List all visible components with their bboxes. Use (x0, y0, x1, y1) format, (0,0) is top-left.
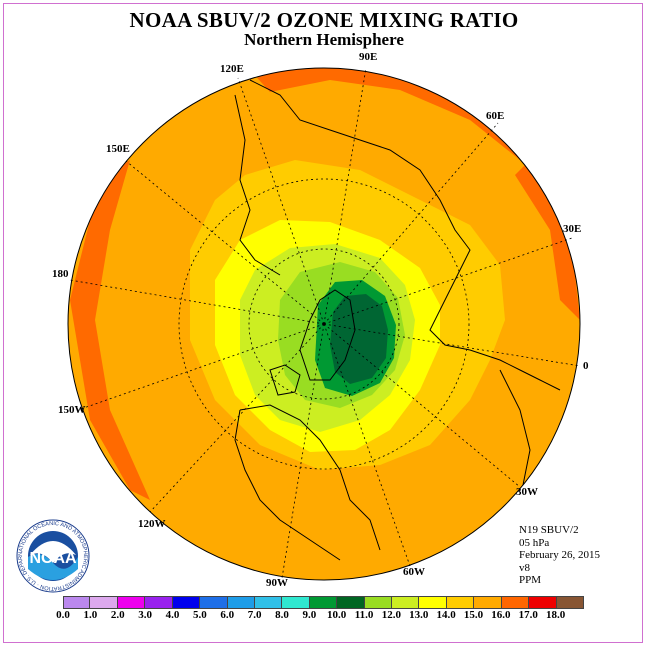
lon-label-180: 180 (52, 268, 69, 280)
lon-label-150w: 150W (58, 404, 86, 416)
legend-swatch (63, 596, 90, 608)
meridian-150w (77, 323, 325, 411)
legend-swatch (555, 596, 584, 608)
legend-tick-label: 6.0 (220, 609, 235, 621)
graticule (69, 67, 581, 579)
coastline-north-america-west (234, 409, 341, 561)
lon-label-90w: 90W (266, 577, 288, 589)
legend-swatch (528, 596, 556, 608)
coastline-greenland (299, 289, 356, 381)
lon-label-150e: 150E (106, 143, 130, 155)
legend-tick-label: 3.0 (138, 609, 152, 621)
coastline-europe (429, 289, 561, 391)
legend-tick-label: 17.0 (518, 609, 538, 621)
page-frame (3, 3, 643, 643)
legend-tick-label: 0.0 (56, 609, 70, 621)
latitude-circle-60 (248, 248, 400, 400)
map-region-rim-west (70, 160, 150, 500)
legend-tick-label: 14.0 (436, 609, 456, 621)
legend-tick-label: 2.0 (110, 609, 125, 621)
legend-swatch (473, 596, 501, 608)
noaa-logo: NATIONAL OCEANIC AND ATMOSPHERIC ADMINIS… (16, 519, 90, 593)
legend-swatch (89, 596, 117, 608)
legend-tick-label: 8.0 (275, 609, 289, 621)
legend-swatch (199, 596, 227, 608)
logo-wave-icon (28, 554, 78, 580)
legend-swatch (171, 596, 200, 608)
logo-name: NOAA (29, 550, 77, 567)
info-units: PPM (519, 574, 542, 587)
legend-tick-label: 10.0 (327, 609, 347, 621)
info-date: February 26, 2015 (519, 549, 600, 562)
meridian-60e (323, 122, 499, 325)
coastline-asia-north (249, 79, 471, 291)
legend-tick-label: 9.0 (302, 609, 317, 621)
legend-tick-label: 5.0 (192, 609, 207, 621)
map-region-rim-east (515, 160, 580, 320)
map-boundary (67, 67, 581, 581)
legend-tick-label: 13.0 (409, 609, 429, 621)
map-title: NOAA SBUV/2 OZONE MIXING RATIO (129, 8, 519, 32)
lon-label-120e: 120E (220, 63, 244, 75)
legend-swatch (308, 596, 337, 608)
lon-label-0: 0 (583, 360, 589, 372)
legend-tick-label: 16.0 (491, 609, 511, 621)
legend-swatch (500, 596, 529, 608)
legend-swatch (281, 596, 309, 608)
legend-tick-label: 15.0 (463, 609, 484, 621)
lon-label-120w: 120W (138, 518, 166, 530)
meridian-90e (323, 67, 367, 325)
info-satellite: N19 SBUV/2 (519, 524, 579, 536)
legend-tick-label: 11.0 (354, 609, 374, 621)
lon-label-30w: 30W (516, 486, 538, 498)
legend-swatch (226, 596, 254, 608)
lon-label-60e: 60E (486, 110, 505, 122)
legend-swatch (253, 596, 282, 608)
coastline-asia-east (234, 94, 281, 276)
meridian-120e (237, 77, 325, 325)
meridian-0 (323, 323, 581, 367)
legend-swatch (363, 596, 392, 608)
info-version: v8 (519, 561, 530, 574)
data-info-block: N19 SBUV/2 05 hPa February 26, 2015 v8 P… (519, 524, 600, 587)
legend-swatch (445, 596, 474, 608)
lon-label-60w: 60W (403, 566, 425, 578)
legend-tick-label: 18.0 (546, 609, 566, 621)
info-level: 05 hPa (519, 536, 550, 549)
legend-swatch (144, 596, 172, 608)
latitude-circle-30 (178, 178, 470, 470)
color-legend-bar (63, 596, 584, 608)
coastline-hudson (269, 364, 301, 396)
meridian-30e (323, 237, 573, 325)
logo-bird-icon (30, 541, 76, 563)
coastline-north-america (239, 404, 381, 551)
legend-swatch (418, 596, 446, 608)
legend-tick-label: 12.0 (381, 609, 402, 621)
lon-label-30e: 30E (563, 223, 582, 235)
legend-tick-label: 7.0 (247, 609, 262, 621)
legend-tick-label: 4.0 (165, 609, 180, 621)
legend-swatch (391, 596, 419, 608)
legend-swatch (336, 596, 364, 608)
legend-swatch (116, 596, 145, 608)
legend-tick-label: 1.0 (83, 609, 98, 621)
map-subtitle: Northern Hemisphere (244, 30, 404, 49)
color-legend-ticks: 0.0 1.0 2.0 3.0 4.0 5.0 6.0 7.0 8.0 9.0 10.0 11.0 12… (0, 609, 648, 623)
lon-label-90e: 90E (359, 51, 378, 63)
